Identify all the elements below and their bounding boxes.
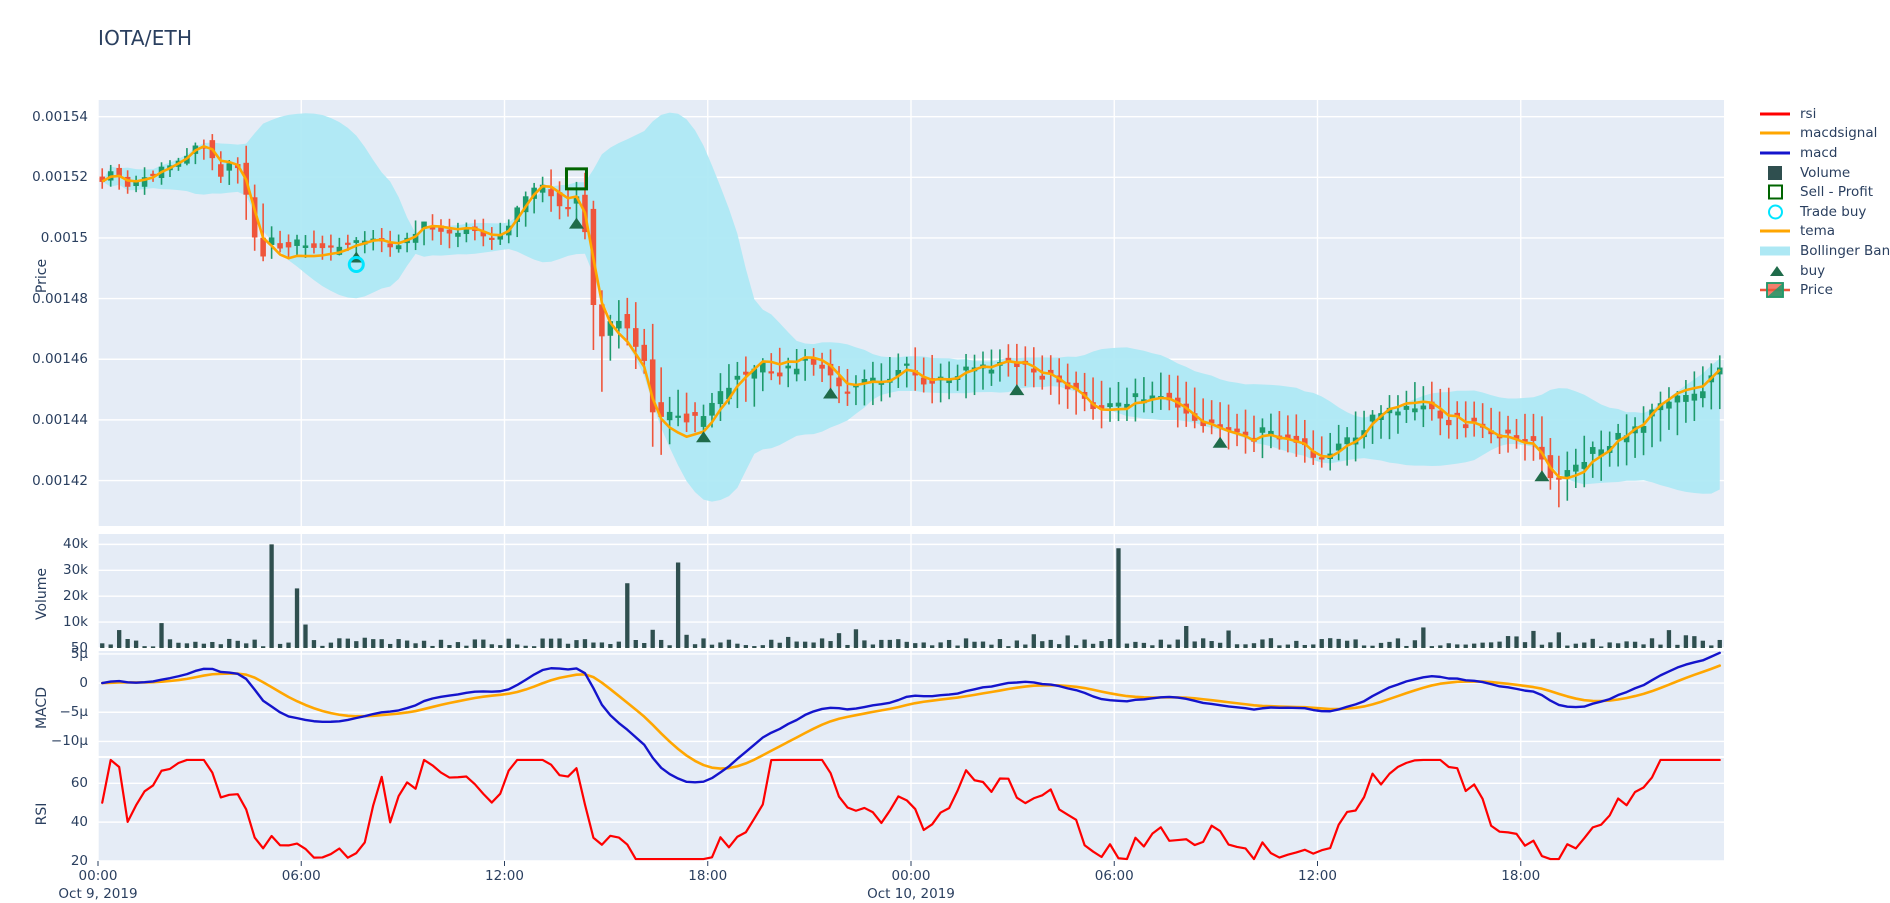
- price-y-tick: 0.00154: [32, 108, 88, 125]
- legend-item-label: tema: [1800, 223, 1836, 240]
- price-y-tick: 0.00142: [32, 472, 88, 489]
- rsi-y-tick: 20: [70, 853, 88, 869]
- legend-item-rsi[interactable]: rsi: [1758, 104, 1890, 124]
- legend-item-label: Sell - Profit: [1800, 184, 1874, 201]
- triangle-glyph: [1770, 265, 1784, 276]
- x-axis-tick: 06:00: [1094, 868, 1134, 884]
- legend-item-label: Price: [1800, 282, 1833, 299]
- square-swatch-icon: [1758, 163, 1792, 183]
- x-axis-tick: 06:00: [281, 868, 321, 884]
- band-glyph: [1760, 246, 1790, 256]
- line-glyph: [1760, 112, 1790, 116]
- band-swatch-icon: [1758, 241, 1792, 261]
- chart-title: IOTA/ETH: [98, 26, 193, 50]
- rsi-panel: [98, 758, 1724, 861]
- rsi-y-tick: 60: [70, 775, 88, 792]
- open-square-glyph: [1768, 184, 1783, 200]
- price-y-tick: 0.00148: [32, 290, 88, 307]
- legend-item-trade-buy[interactable]: Trade buy: [1758, 202, 1890, 222]
- triangle-up-swatch-icon: [1758, 261, 1792, 281]
- volume-panel: [98, 534, 1724, 648]
- legend-item-sell-profit[interactable]: Sell - Profit: [1758, 182, 1890, 202]
- legend-item-label: Trade buy: [1800, 203, 1867, 220]
- price-panel: [98, 100, 1724, 526]
- macd-y-tick: 5μ: [70, 645, 88, 662]
- volume-y-tick: 40k: [63, 536, 88, 553]
- legend-item-label: Volume: [1800, 164, 1851, 181]
- candlestick-swatch-icon: [1758, 280, 1792, 300]
- price-y-tick: 0.0015: [40, 229, 88, 246]
- rsi-y-tick: 40: [70, 814, 88, 831]
- volume-axis-title: Volume: [34, 567, 50, 621]
- rsi-axis-title: RSI: [34, 802, 50, 826]
- open-circle-swatch-icon: [1758, 202, 1792, 222]
- legend-item-tema[interactable]: tema: [1758, 222, 1890, 242]
- open-square-swatch-icon: [1758, 182, 1792, 202]
- macd-y-tick: −5μ: [59, 704, 89, 721]
- legend-item-macdsignal[interactable]: macdsignal: [1758, 124, 1890, 144]
- line-glyph: [1760, 151, 1790, 155]
- legend-item-label: buy: [1800, 262, 1826, 279]
- x-axis-tick: 00:00: [78, 868, 118, 884]
- legend-item-bollinger-band[interactable]: Bollinger Band: [1758, 241, 1890, 261]
- volume-y-tick: 10k: [63, 614, 88, 631]
- price-y-tick: 0.00152: [32, 169, 88, 186]
- macd-panel: [98, 651, 1724, 756]
- x-axis-tick: 18:00: [688, 868, 728, 884]
- legend-item-macd[interactable]: macd: [1758, 143, 1890, 163]
- x-axis-tick: 12:00: [485, 868, 524, 884]
- line-swatch-icon: [1758, 222, 1792, 242]
- open-circle-glyph: [1768, 204, 1783, 220]
- line-swatch-icon: [1758, 124, 1792, 144]
- volume-y-tick: 30k: [63, 562, 88, 579]
- macd-y-tick: −10μ: [50, 733, 88, 750]
- legend-item-price[interactable]: Price: [1758, 280, 1890, 300]
- x-axis-tick: 12:00: [1298, 868, 1337, 884]
- legend-item-label: macd: [1800, 144, 1838, 161]
- legend: rsi macdsignal macd Volume Sell - Profit Trad…: [1758, 104, 1890, 300]
- candle-glyph: [1760, 282, 1790, 299]
- price-y-tick: 0.00146: [32, 351, 88, 368]
- x-axis-tick: 18:00: [1501, 868, 1541, 884]
- x-axis-date-label: Oct 9, 2019: [58, 886, 138, 902]
- price-y-tick: 0.00144: [32, 411, 88, 428]
- legend-item-volume[interactable]: Volume: [1758, 163, 1890, 183]
- legend-item-label: Bollinger Band: [1800, 242, 1890, 259]
- line-swatch-icon: [1758, 143, 1792, 163]
- macd-axis-title: MACD: [34, 687, 50, 729]
- legend-item-label: rsi: [1800, 105, 1817, 122]
- macd-y-tick: 0: [79, 675, 88, 692]
- legend-item-label: macdsignal: [1800, 125, 1878, 142]
- legend-item-buy[interactable]: buy: [1758, 261, 1890, 281]
- square-glyph: [1768, 165, 1782, 180]
- price-axis-title: Price: [34, 258, 50, 294]
- x-axis-tick: 00:00: [891, 868, 931, 884]
- x-axis-date-label: Oct 10, 2019: [867, 886, 955, 902]
- line-swatch-icon: [1758, 104, 1792, 124]
- line-glyph: [1760, 229, 1790, 233]
- volume-y-tick: 50: [70, 639, 88, 656]
- line-glyph: [1760, 131, 1790, 135]
- volume-y-tick: 20k: [63, 588, 88, 605]
